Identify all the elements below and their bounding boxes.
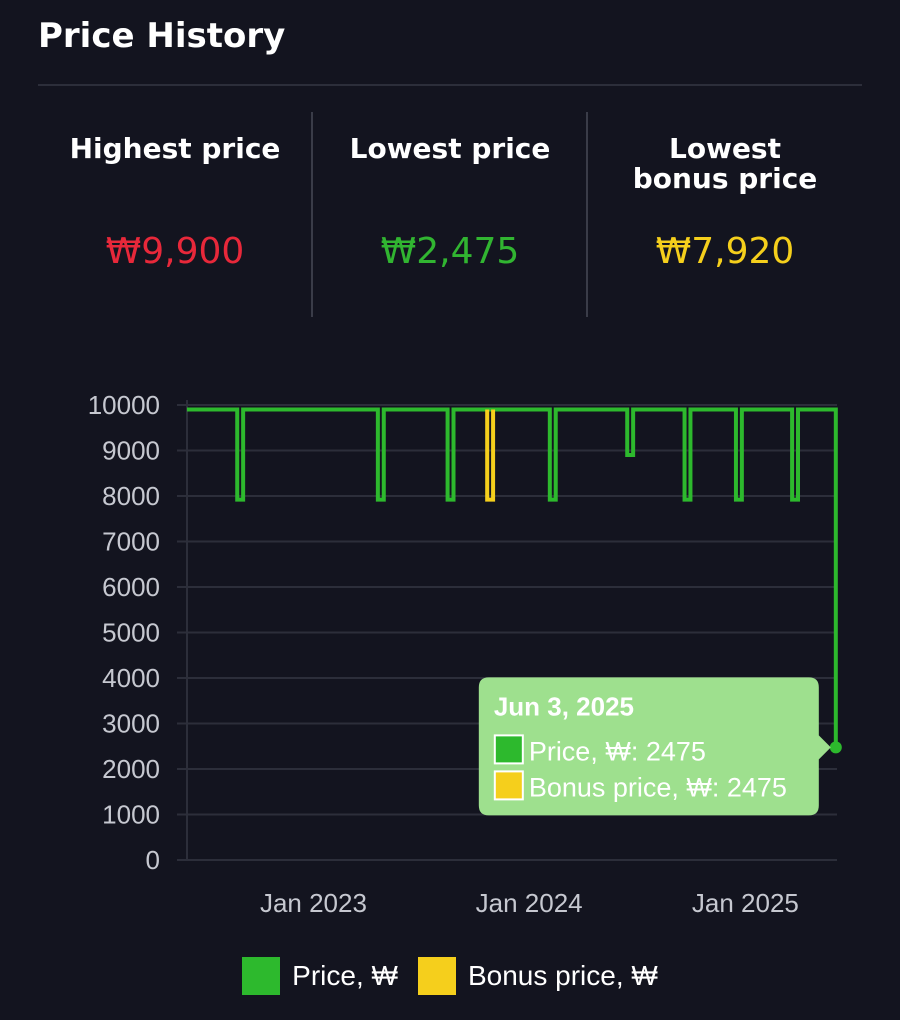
tooltip-box bbox=[478, 677, 831, 816]
title-divider bbox=[38, 84, 862, 86]
y-tick-label: 1000 bbox=[102, 800, 160, 830]
x-tick-label: Jan 2023 bbox=[260, 888, 367, 918]
bonus-series-line bbox=[485, 409, 496, 502]
y-tick-label: 5000 bbox=[102, 618, 160, 648]
tooltip-date: Jun 3, 2025 bbox=[494, 691, 634, 721]
page-title: Price History bbox=[38, 16, 286, 56]
y-tick-label: 4000 bbox=[102, 663, 160, 693]
stat-label: Lowest bonus price bbox=[632, 132, 818, 195]
stat-divider bbox=[311, 112, 313, 317]
stat-highest-price: Highest price ₩9,900 bbox=[38, 112, 312, 317]
legend-item-price[interactable]: Price, ₩ bbox=[242, 957, 398, 995]
stat-divider bbox=[586, 112, 588, 317]
tooltip-swatch bbox=[493, 770, 524, 801]
legend-item-bonus-price[interactable]: Bonus price, ₩ bbox=[417, 957, 658, 995]
chart-legend: Price, ₩ Bonus price, ₩ bbox=[0, 956, 900, 996]
stat-lowest-price: Lowest price ₩2,475 bbox=[313, 112, 587, 317]
y-tick-label: 0 bbox=[146, 845, 160, 875]
y-tick-label: 10000 bbox=[88, 390, 160, 420]
legend-label: Price, ₩ bbox=[292, 960, 398, 991]
y-tick-label: 9000 bbox=[102, 436, 160, 466]
price-stats: Highest price ₩9,900 Lowest price ₩2,475… bbox=[38, 112, 862, 317]
tooltip-row-label: Bonus price, ₩: 2475 bbox=[529, 772, 787, 802]
price-point-marker bbox=[829, 741, 842, 754]
y-tick-label: 3000 bbox=[102, 709, 160, 739]
legend-swatch-bonus-price bbox=[417, 957, 456, 995]
stat-label: Lowest price bbox=[349, 132, 551, 165]
legend-label: Bonus price, ₩ bbox=[467, 960, 658, 991]
y-tick-label: 8000 bbox=[102, 481, 160, 511]
stat-value: ₩7,920 bbox=[655, 231, 795, 272]
stat-value: ₩9,900 bbox=[105, 231, 245, 272]
y-tick-label: 7000 bbox=[102, 527, 160, 557]
stat-label: Highest price bbox=[69, 132, 281, 165]
x-tick-label: Jan 2025 bbox=[692, 888, 799, 918]
stat-value: ₩2,475 bbox=[380, 231, 520, 272]
legend-swatch-price bbox=[242, 957, 281, 995]
y-tick-label: 2000 bbox=[102, 754, 160, 784]
price-series-line bbox=[187, 407, 838, 748]
stat-lowest-bonus-price: Lowest bonus price ₩7,920 bbox=[588, 112, 862, 317]
tooltip-row-label: Price, ₩: 2475 bbox=[529, 736, 706, 766]
price-history-chart[interactable]: 0 1000 2000 3000 4000 5000 6000 7000 8000 9000 100… bbox=[0, 380, 900, 940]
x-tick-label: Jan 2024 bbox=[476, 888, 583, 918]
y-tick-label: 6000 bbox=[102, 572, 160, 602]
tooltip-swatch bbox=[493, 734, 524, 765]
